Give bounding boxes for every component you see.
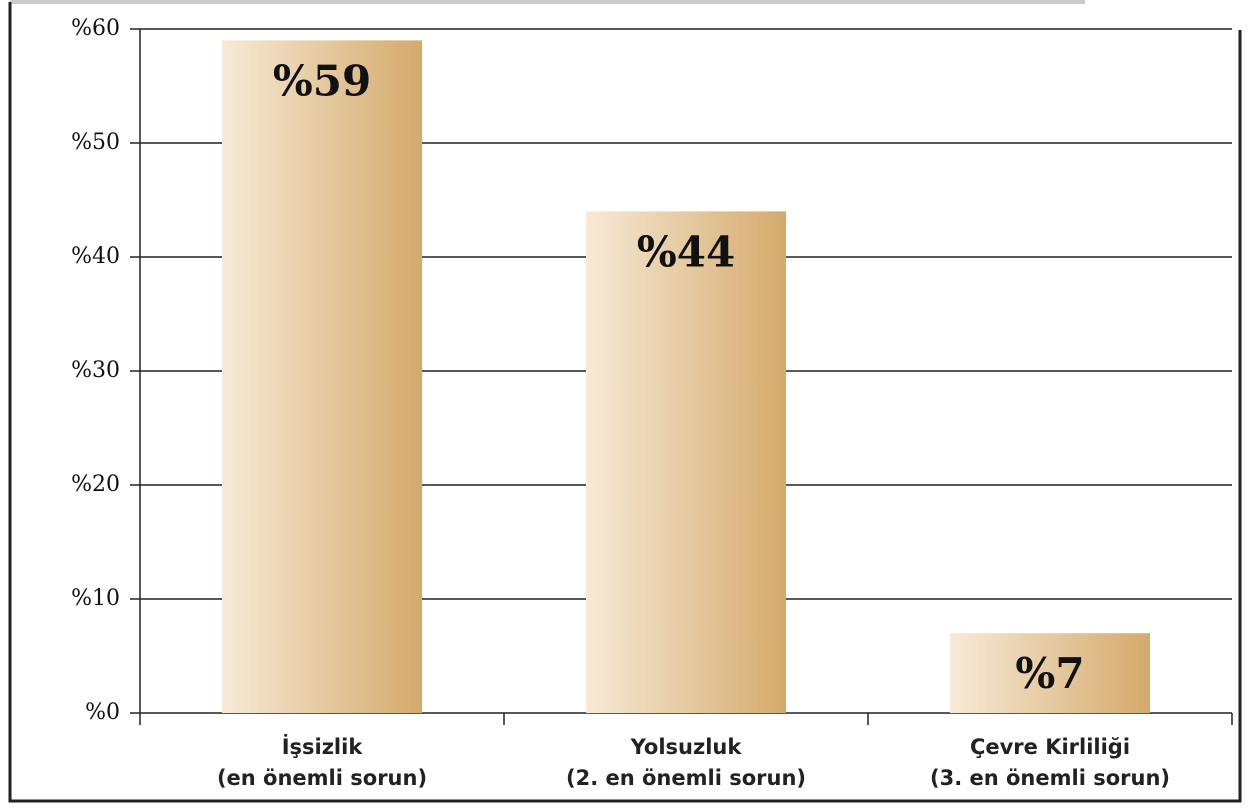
x-tick-label: Çevre Kirliliği (3. en önemli sorun) <box>930 735 1170 790</box>
y-tick-label: %50 <box>71 130 120 155</box>
value-label: %44 <box>637 227 735 276</box>
x-tick-label: İşsizlik (en önemli sorun) <box>216 735 428 790</box>
bar <box>222 40 422 713</box>
y-tick-label: %0 <box>85 700 120 725</box>
bar <box>586 211 786 713</box>
y-tick-label: %10 <box>71 586 120 611</box>
y-tick-label: %60 <box>71 16 120 41</box>
value-label: %59 <box>273 56 371 105</box>
y-tick-label: %20 <box>71 472 120 497</box>
bar <box>950 633 1150 713</box>
value-label: %7 <box>1015 649 1084 698</box>
y-tick-label: %40 <box>71 244 120 269</box>
y-tick-label: %30 <box>71 358 120 383</box>
x-tick-label: Yolsuzluk (2. en önemli sorun) <box>566 735 806 790</box>
frame <box>8 2 1242 803</box>
